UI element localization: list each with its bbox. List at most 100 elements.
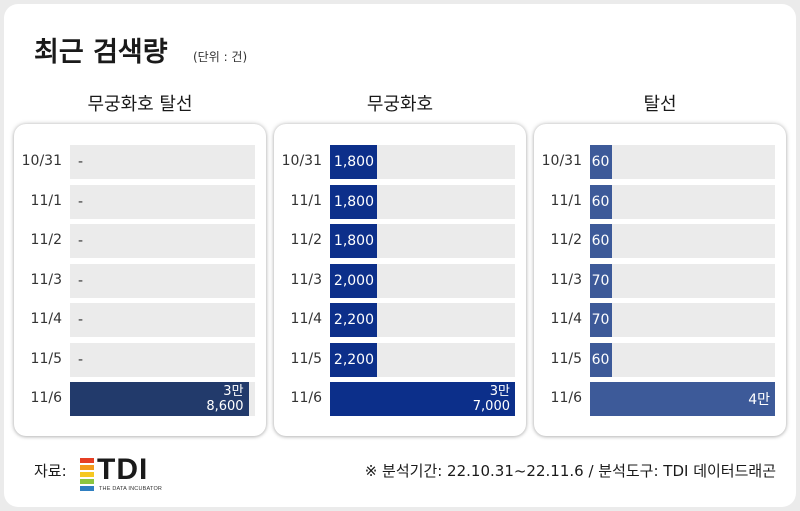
data-label: 4만	[748, 392, 770, 408]
bar-row: 11/5-	[14, 342, 266, 377]
bar-row: 11/5 2,200	[274, 342, 526, 377]
data-label: 3만 7,000	[473, 382, 510, 416]
bar-row: 11/4-	[14, 303, 266, 337]
bar-track: 60	[590, 224, 775, 258]
bar-row: 11/1-	[14, 184, 266, 219]
bar-track: 60	[590, 342, 775, 377]
data-label: 60	[591, 154, 610, 170]
category-label: 11/6	[550, 390, 582, 406]
category-label: 11/1	[290, 192, 322, 209]
data-label: 70	[591, 272, 610, 289]
bar-row: 11/2 1,800	[274, 224, 526, 258]
category-label: 11/5	[550, 350, 582, 367]
bar-track: -	[70, 342, 255, 377]
bar	[70, 382, 249, 416]
bar	[590, 224, 613, 258]
bar-row: 11/6 4만	[534, 382, 786, 416]
data-label: 2,200	[333, 312, 374, 328]
bar-row: 11/3 2,000	[274, 263, 526, 298]
bar-row: 11/2 60	[534, 224, 786, 258]
bar-track: 4만	[590, 382, 775, 416]
category-label: 10/31	[281, 153, 322, 169]
logo-bar-2	[80, 465, 94, 470]
category-label: 11/4	[30, 311, 62, 327]
logo-text: TDI	[97, 453, 149, 486]
bar-row: 11/1 60	[534, 184, 786, 219]
bar-track: -	[70, 145, 255, 179]
data-label: -	[78, 154, 84, 170]
bar-track: 3만 8,600	[70, 382, 255, 416]
bar-track: 1,800	[330, 184, 515, 219]
data-label: 60	[591, 193, 610, 210]
bar-track: 2,200	[330, 303, 515, 337]
source-label: 자료:	[34, 462, 67, 480]
bar	[590, 145, 613, 179]
chart-panel-3: 10/31 60 11/1 60 11/2 60 11/3 70 11/4 70 11/5 60 11/…	[534, 124, 786, 436]
bar-track: 2,200	[330, 342, 515, 377]
bar-track: 60	[590, 184, 775, 219]
bar-track: -	[70, 184, 255, 219]
bar-row: 11/4 2,200	[274, 303, 526, 337]
category-label: 11/1	[30, 192, 62, 209]
chart-panel-1: 10/31-11/1-11/2-11/3-11/4-11/5-11/6 3만 8,6…	[14, 124, 266, 436]
bar-row: 11/6 3만 8,600	[14, 382, 266, 416]
data-label: -	[78, 193, 84, 210]
data-label-line: 8,600	[206, 399, 244, 414]
tdi-logo: TDI THE DATA INCUBATOR	[80, 453, 170, 495]
data-label: 1,800	[333, 233, 374, 249]
bar-row: 10/31 1,800	[274, 145, 526, 179]
logo-subtitle: THE DATA INCUBATOR	[99, 486, 163, 492]
bar-track: 70	[590, 303, 775, 337]
category-label: 11/1	[550, 192, 582, 209]
data-label: 2,000	[333, 272, 374, 289]
bar	[590, 382, 775, 416]
bar-row: 10/31 60	[534, 145, 786, 179]
category-label: 11/3	[30, 271, 62, 288]
bar-track: 1,800	[330, 145, 515, 179]
data-label: 2,200	[333, 351, 374, 368]
category-label: 11/4	[290, 311, 322, 327]
category-label: 11/6	[290, 390, 322, 406]
bar-row: 10/31-	[14, 145, 266, 179]
bar-row: 11/2-	[14, 224, 266, 258]
bar-track: 1,800	[330, 224, 515, 258]
data-label: -	[78, 233, 84, 249]
bar-track: -	[70, 224, 255, 258]
bar	[590, 184, 613, 219]
bar-track: 60	[590, 145, 775, 179]
bar	[330, 184, 377, 219]
data-label: 60	[591, 351, 610, 368]
bar	[590, 342, 613, 377]
category-label: 10/31	[541, 153, 582, 169]
bar-row: 11/1 1,800	[274, 184, 526, 219]
bar-row: 11/6 3만 7,000	[274, 382, 526, 416]
bar	[330, 263, 377, 298]
bar-row: 11/3 70	[534, 263, 786, 298]
bar	[330, 224, 377, 258]
panel-title-1: 무궁화호 탈선	[87, 94, 193, 115]
category-label: 11/2	[30, 232, 62, 248]
bar-track: -	[70, 303, 255, 337]
category-label: 11/2	[290, 232, 322, 248]
data-label: 1,800	[333, 154, 374, 170]
bar-track: 70	[590, 263, 775, 298]
category-label: 11/4	[550, 311, 582, 327]
category-label: 11/6	[30, 390, 62, 406]
data-label: 1,800	[333, 193, 374, 210]
bar-row: 11/3-	[14, 263, 266, 298]
logo-bar-1	[80, 458, 94, 463]
category-label: 11/2	[550, 232, 582, 248]
bar	[590, 263, 613, 298]
data-label: 70	[591, 312, 610, 328]
bar-row: 11/5 60	[534, 342, 786, 377]
unit-label: (단위 : 건)	[193, 50, 248, 64]
bar-track: 2,000	[330, 263, 515, 298]
bar-row: 11/4 70	[534, 303, 786, 337]
bar-track: 3만 7,000	[330, 382, 515, 416]
bar	[330, 382, 515, 416]
panel-title-3: 탈선	[643, 94, 677, 115]
category-label: 11/3	[290, 271, 322, 288]
bar-track: -	[70, 263, 255, 298]
data-label: 3만 8,600	[206, 382, 243, 416]
analysis-note: ※ 분석기간: 22.10.31~22.11.6 / 분석도구: TDI 데이터…	[364, 462, 776, 480]
